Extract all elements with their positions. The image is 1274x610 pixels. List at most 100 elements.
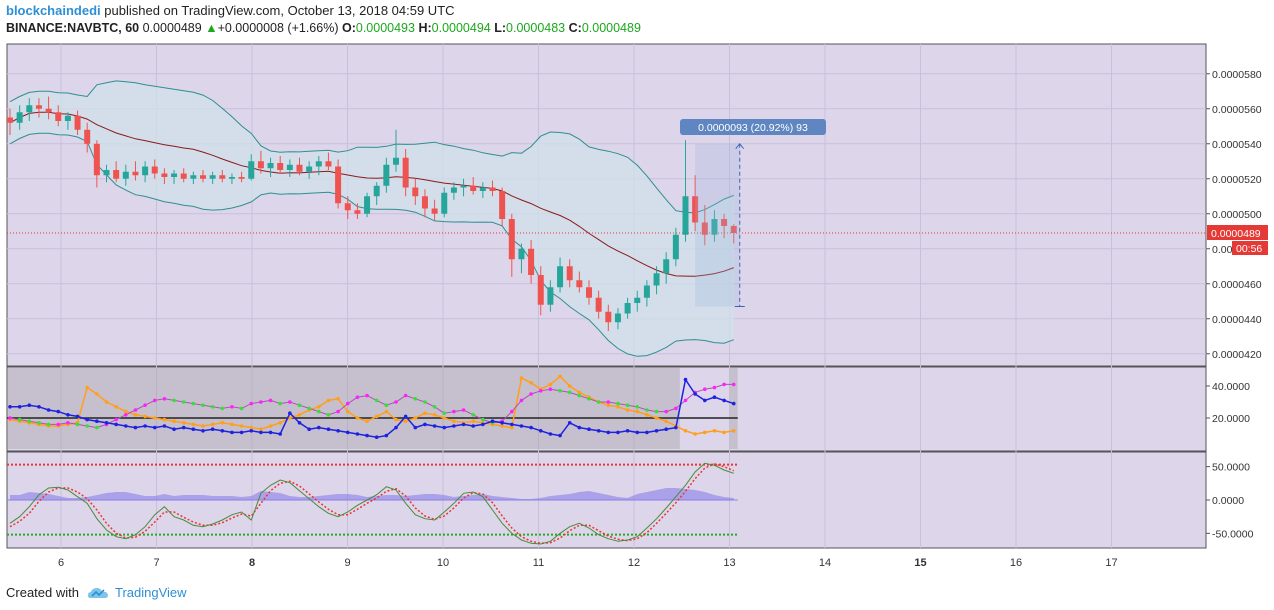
di-minus-point <box>230 422 234 427</box>
di-minus-point <box>452 419 456 424</box>
di-plus-point <box>85 424 89 428</box>
adx-point <box>442 425 447 430</box>
di-plus-point <box>75 422 80 427</box>
candle-body <box>460 185 467 188</box>
bollinger-upper <box>9 80 734 214</box>
dmi-pane[interactable] <box>6 366 1207 452</box>
high-label: H: <box>418 21 432 35</box>
di-plus-point <box>317 409 321 414</box>
di-minus-point <box>85 385 89 390</box>
candle-body <box>643 285 650 298</box>
high-value: 0.0000494 <box>431 21 491 35</box>
adx-point <box>95 419 99 424</box>
di-plus-point <box>596 400 601 404</box>
tradingview-logo-icon <box>87 587 108 598</box>
candle-body <box>93 143 100 176</box>
adx-point <box>191 427 196 432</box>
candle-body <box>537 275 544 305</box>
adx-point <box>326 427 331 432</box>
adx-point <box>124 424 128 428</box>
x-tick-label: 15 <box>914 557 926 569</box>
candle-body <box>267 163 274 169</box>
dmi-shade <box>6 368 680 449</box>
adx-point <box>104 421 109 425</box>
adx-point <box>548 432 553 436</box>
candle-body <box>113 170 120 179</box>
di-plus-point <box>8 416 12 420</box>
adx-point <box>567 421 572 425</box>
symbol-legend: BINANCE:NAVBTC, 60 0.0000489 ▲+0.0000008… <box>6 21 641 35</box>
di-plus-point <box>201 403 205 408</box>
adx-point <box>587 427 591 432</box>
candle-body <box>354 210 361 214</box>
adx-point <box>210 427 215 432</box>
di-plus-point <box>558 389 562 393</box>
candle-body <box>55 112 62 121</box>
di-plus-point <box>181 400 186 404</box>
di-minus-point <box>124 409 128 414</box>
candle-body <box>315 161 322 167</box>
adx-point <box>307 427 311 432</box>
di-plus-point <box>645 408 649 412</box>
di-minus-point <box>471 419 476 424</box>
candle-body <box>624 303 631 314</box>
di-plus-point <box>577 393 582 398</box>
di-plus-point <box>162 397 167 401</box>
di-plus-point <box>548 387 553 392</box>
x-tick-label: 7 <box>153 557 159 569</box>
tradingview-link[interactable]: TradingView <box>114 585 187 600</box>
adx-point <box>374 435 379 440</box>
di-plus-point <box>239 406 244 411</box>
di-plus-point <box>413 397 418 401</box>
adx-point <box>278 432 283 436</box>
x-tick-label: 10 <box>437 557 449 569</box>
di-minus-point <box>345 409 350 414</box>
candle-body <box>277 163 284 170</box>
candle-body <box>479 187 486 191</box>
candle-body <box>586 287 592 298</box>
candle-body <box>248 161 255 179</box>
x-tick-label: 17 <box>1105 557 1117 569</box>
di-minus-point <box>297 413 302 417</box>
candle-body <box>84 129 91 144</box>
x-tick-label: 14 <box>819 557 831 569</box>
di-minus-point <box>191 422 196 427</box>
di-minus-point <box>683 429 688 433</box>
di-plus-point <box>461 408 466 412</box>
di-plus-point <box>519 398 524 403</box>
di-minus-point <box>606 403 611 408</box>
candle-body <box>595 297 602 312</box>
adx-point <box>461 422 466 427</box>
candle-body <box>257 161 264 169</box>
adx-point <box>635 430 640 435</box>
di-plus-point <box>654 409 659 414</box>
y-tick-label: 0.0000560 <box>1212 104 1262 116</box>
di-minus-point <box>519 376 524 380</box>
adx-point <box>432 424 437 428</box>
di-minus-line <box>9 375 734 435</box>
candle-body <box>64 115 71 121</box>
candle-body <box>142 166 149 176</box>
di-plus-point <box>567 390 572 395</box>
di-plus-point <box>529 392 533 396</box>
adx-point <box>37 405 41 409</box>
di-minus-point <box>712 429 717 433</box>
adx-point <box>703 398 707 403</box>
symbol-label: BINANCE:NAVBTC, 60 <box>6 21 140 35</box>
author-name[interactable]: blockchaindedi <box>6 3 101 18</box>
candle-body <box>721 219 728 226</box>
di-minus-point <box>403 419 408 424</box>
candle-body <box>528 248 535 275</box>
candle-body <box>412 187 419 197</box>
adx-point <box>403 414 408 419</box>
adx-point <box>654 429 659 433</box>
di-plus-point <box>432 405 437 409</box>
candle-body <box>364 196 371 214</box>
di-minus-point <box>220 421 225 425</box>
di-minus-point <box>548 382 553 387</box>
di-plus-point <box>326 413 331 417</box>
low-value: 0.0000483 <box>506 21 566 35</box>
di-minus-point <box>664 419 668 424</box>
di-minus-point <box>693 432 697 436</box>
